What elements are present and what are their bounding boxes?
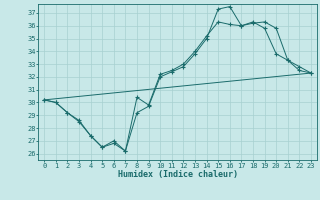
X-axis label: Humidex (Indice chaleur): Humidex (Indice chaleur) bbox=[118, 170, 238, 179]
